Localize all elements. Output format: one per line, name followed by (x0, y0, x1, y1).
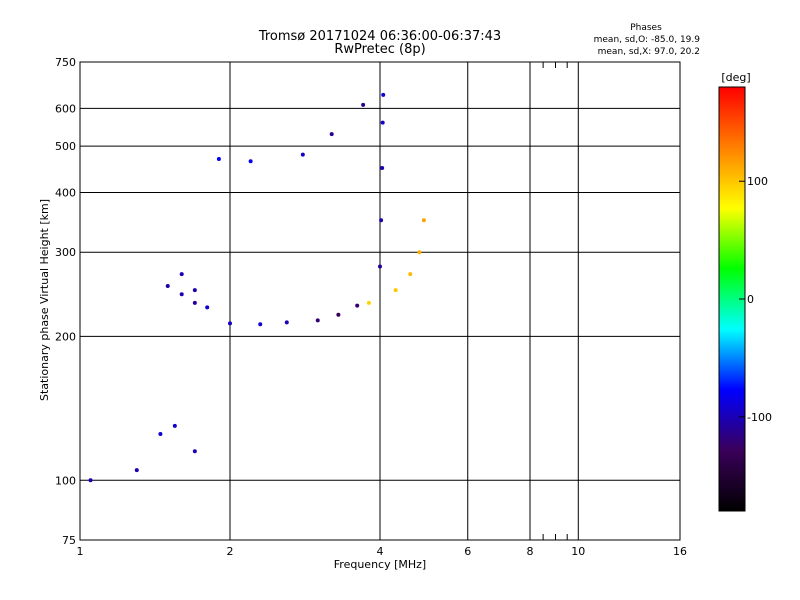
y-tick-label: 100 (55, 474, 76, 487)
data-point (284, 320, 289, 325)
y-tick-label: 300 (55, 246, 76, 259)
data-point (248, 159, 253, 164)
x-tick-label: 6 (464, 545, 471, 558)
data-point (158, 431, 163, 436)
data-point (329, 132, 334, 137)
data-point (179, 292, 184, 297)
data-point (315, 318, 320, 323)
data-point (216, 157, 221, 162)
data-point (408, 272, 413, 277)
y-tick-label: 200 (55, 330, 76, 343)
data-point (361, 102, 366, 107)
grid (80, 62, 680, 540)
colorbar-tick-label: -100 (747, 411, 772, 424)
chart-subtitle: RwPretec (8p) (334, 42, 425, 57)
data-point (192, 288, 197, 293)
x-tick-label: 10 (571, 545, 585, 558)
data-point (205, 305, 210, 310)
x-axis-ticks: 1 2 4 6 8 10 16 (77, 62, 687, 558)
data-point (421, 218, 426, 223)
data-point (258, 322, 263, 327)
colorbar-tick-label: 100 (747, 175, 768, 188)
data-point (380, 120, 385, 125)
data-point (172, 423, 177, 428)
chart-title: Tromsø 20171024 06:36:00-06:37:43 (258, 29, 501, 44)
x-tick-label: 1 (77, 545, 84, 558)
colorbar-ticks: 100 0 -100 (739, 175, 772, 424)
data-point (393, 288, 398, 293)
data-point (336, 312, 341, 317)
x-tick-label: 8 (527, 545, 534, 558)
y-tick-label: 500 (55, 140, 76, 153)
y-tick-label: 400 (55, 186, 76, 199)
colorbar: [deg] 100 0 -100 (718, 71, 772, 512)
data-point (381, 92, 386, 97)
data-point (165, 283, 170, 288)
data-point (228, 321, 232, 326)
x-tick-label: 4 (377, 545, 384, 558)
data-point (300, 152, 305, 157)
x-tick-label: 16 (673, 545, 687, 558)
data-point (192, 449, 197, 454)
x-axis-label: Frequency [MHz] (334, 558, 426, 571)
plot-area: 1 2 4 6 8 10 16 75 100 200 300 400 500 600 750 (55, 56, 687, 558)
data-points (88, 92, 426, 483)
colorbar-tick-label: 0 (747, 293, 754, 306)
data-point (355, 303, 360, 308)
phase-info-o: mean, sd,O: -85.0, 19.9 (594, 35, 701, 45)
data-point (88, 478, 93, 483)
data-point (366, 300, 371, 305)
y-axis-ticks: 75 100 200 300 400 500 600 750 (55, 56, 76, 547)
data-point (134, 468, 139, 473)
data-point (192, 300, 197, 305)
y-axis-label: Stationary phase Virtual Height [km] (38, 199, 51, 401)
data-point (179, 272, 184, 277)
data-point (417, 250, 422, 255)
data-point (380, 166, 385, 171)
data-point (378, 264, 382, 269)
data-point (379, 218, 384, 223)
y-tick-label: 75 (62, 534, 76, 547)
phase-info-x: mean, sd,X: 97.0, 20.2 (598, 47, 700, 57)
x-tick-label: 2 (227, 545, 234, 558)
y-tick-label: 600 (55, 102, 76, 115)
phase-info-heading: Phases (630, 23, 662, 33)
y-tick-label: 750 (55, 56, 76, 69)
colorbar-label: [deg] (721, 71, 750, 84)
